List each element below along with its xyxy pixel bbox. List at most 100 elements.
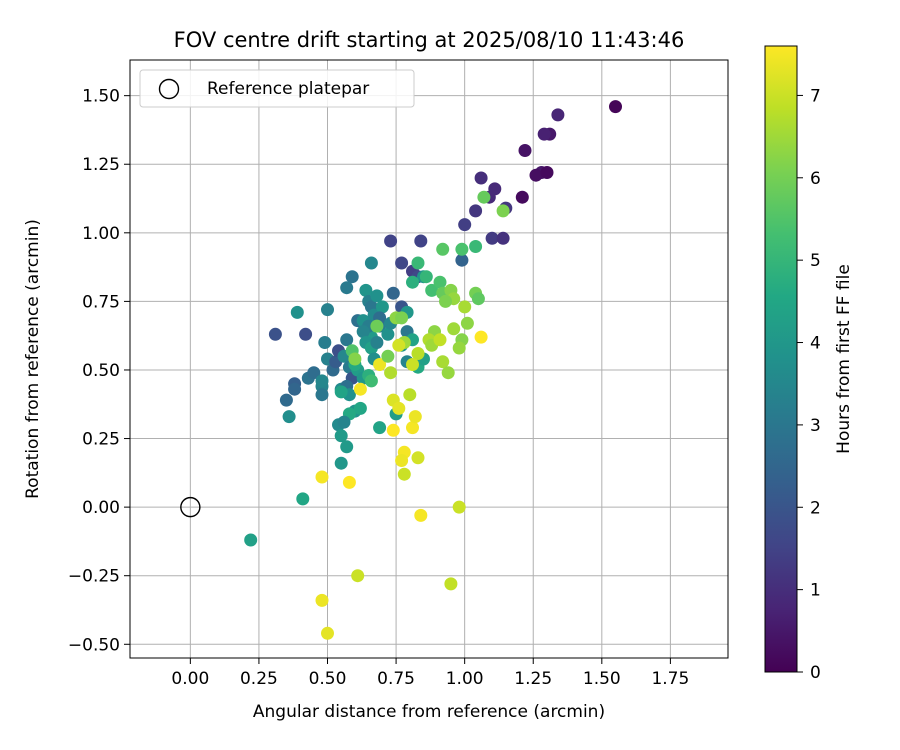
y-tick-label: −0.50: [68, 635, 120, 655]
data-point: [540, 166, 554, 179]
data-point: [384, 366, 398, 380]
data-point: [334, 429, 348, 443]
data-point: [318, 336, 332, 349]
legend: Reference platepar: [139, 69, 415, 108]
data-point: [359, 283, 373, 297]
data-point: [315, 593, 329, 607]
data-point: [460, 316, 474, 330]
data-points: [244, 100, 622, 640]
x-tick-label: 0.50: [309, 669, 347, 689]
data-point: [496, 231, 510, 245]
data-point: [353, 382, 367, 396]
data-point: [436, 242, 450, 256]
data-point: [455, 242, 469, 256]
colorbar-label: Hours from first FF file: [834, 264, 854, 454]
data-point: [433, 275, 447, 289]
data-point: [496, 204, 510, 218]
colorbar-tick-label: 1: [810, 581, 821, 601]
data-point: [452, 500, 466, 514]
data-point: [455, 253, 469, 267]
data-point: [370, 289, 384, 303]
data-point: [444, 577, 458, 591]
colorbar-gradient: [764, 45, 798, 673]
data-point: [537, 127, 551, 141]
data-point: [386, 423, 400, 437]
chart-title: FOV centre drift starting at 2025/08/10 …: [174, 28, 685, 52]
data-point: [408, 410, 422, 424]
data-point: [458, 300, 472, 314]
y-tick-label: 0.75: [82, 292, 120, 312]
data-point: [321, 303, 334, 317]
y-axis-ticks: 1.50 1.25 1.00 0.75 0.50 0.25 0.00 −0.25 −0.50: [68, 87, 130, 655]
colorbar-ticks: 0 1 2 3 4 5 6 7: [797, 86, 821, 683]
x-tick-label: 1.00: [446, 669, 484, 689]
data-point: [425, 283, 439, 297]
data-point: [518, 144, 532, 157]
data-point: [340, 281, 354, 295]
data-point: [447, 322, 461, 336]
legend-label-reference: Reference platepar: [207, 79, 369, 99]
data-point: [433, 333, 447, 347]
data-point: [337, 415, 351, 429]
data-point: [288, 382, 302, 396]
data-point: [469, 204, 483, 218]
data-point: [373, 358, 387, 371]
data-point: [340, 440, 354, 454]
colorbar-tick-label: 4: [810, 334, 821, 354]
data-point: [244, 533, 258, 547]
data-point: [268, 327, 282, 341]
data-point: [373, 421, 387, 435]
colorbar: 0 1 2 3 4 5 6 7 Hours from first FF file: [764, 45, 854, 683]
legend-box: [139, 69, 415, 108]
y-tick-label: 0.25: [82, 430, 120, 450]
x-tick-label: 0.00: [171, 669, 209, 689]
plot-frame: [129, 59, 729, 659]
data-point: [321, 626, 334, 640]
data-point: [529, 168, 543, 182]
data-point: [414, 508, 428, 522]
data-point: [356, 325, 370, 339]
data-point: [406, 421, 419, 435]
colorbar-tick-label: 0: [810, 663, 821, 683]
data-point: [439, 294, 452, 308]
data-point: [411, 347, 425, 360]
data-point: [392, 401, 406, 415]
data-point: [290, 305, 304, 319]
data-point: [452, 341, 466, 355]
data-point: [348, 352, 362, 366]
data-point: [474, 330, 488, 344]
data-point: [307, 366, 321, 380]
x-tick-label: 1.75: [651, 669, 689, 689]
data-point: [515, 190, 529, 204]
data-point: [395, 454, 409, 467]
data-point: [469, 240, 483, 253]
x-axis-ticks: 0.00 0.25 0.50 0.75 1.00 1.25 1.50 1.75: [171, 658, 689, 689]
data-point: [436, 355, 450, 369]
data-point: [414, 234, 428, 248]
data-point: [315, 374, 329, 388]
y-tick-label: 1.00: [82, 224, 120, 244]
data-point: [345, 270, 359, 284]
data-point: [334, 456, 348, 470]
colorbar-tick-label: 7: [810, 86, 821, 106]
data-point: [386, 286, 400, 300]
data-point: [340, 333, 354, 347]
colorbar-tick-label: 6: [810, 169, 821, 189]
grid-lines: [130, 60, 728, 658]
data-point: [351, 569, 365, 583]
colorbar-tick-label: 3: [810, 416, 821, 436]
data-point: [392, 338, 406, 352]
data-point: [299, 327, 313, 341]
y-tick-label: 1.50: [82, 87, 120, 107]
data-point: [471, 292, 485, 306]
data-point: [406, 358, 419, 371]
legend-marker-reference: [158, 78, 180, 100]
data-point: [296, 492, 310, 506]
data-point: [395, 311, 409, 325]
data-point: [381, 349, 395, 363]
data-point: [551, 108, 565, 122]
y-tick-label: 0.50: [82, 361, 120, 381]
data-point: [282, 410, 296, 424]
data-point: [279, 393, 293, 407]
